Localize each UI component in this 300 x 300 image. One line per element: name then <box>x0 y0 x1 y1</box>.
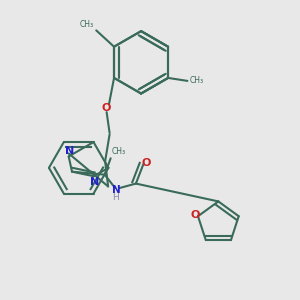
Text: H: H <box>112 193 118 202</box>
Text: N: N <box>65 146 74 156</box>
Text: N: N <box>112 184 121 194</box>
Text: N: N <box>90 177 99 187</box>
Text: O: O <box>102 103 111 112</box>
Text: O: O <box>190 210 200 220</box>
Text: CH₃: CH₃ <box>80 20 94 29</box>
Text: CH₃: CH₃ <box>189 76 203 85</box>
Text: CH₃: CH₃ <box>111 147 125 156</box>
Text: O: O <box>142 158 151 168</box>
